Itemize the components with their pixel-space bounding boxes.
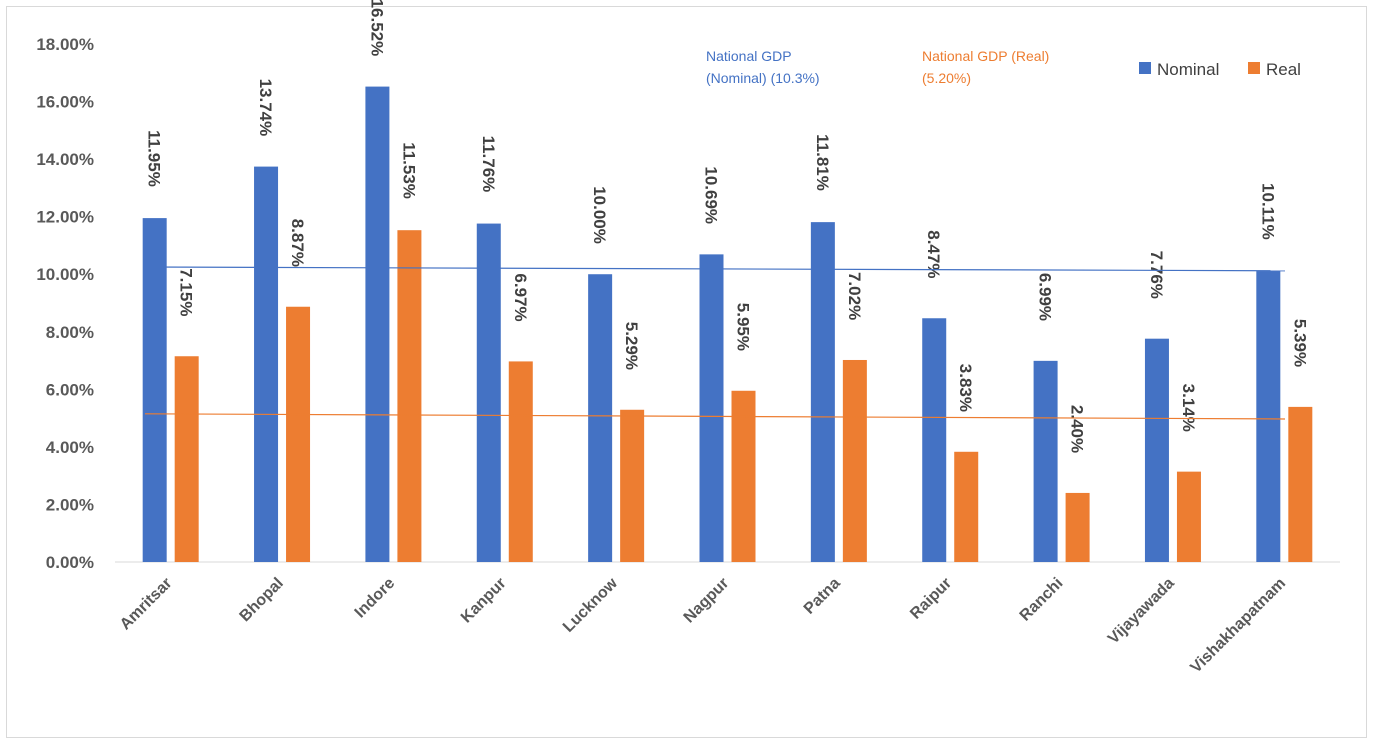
x-tick-label: Indore	[352, 575, 399, 622]
data-label: 11.53%	[399, 142, 418, 199]
bar-real	[286, 306, 311, 562]
data-label: 7.15%	[177, 268, 196, 316]
bar-nominal	[365, 86, 390, 562]
x-tick-label: Amritsar	[117, 575, 176, 634]
data-label: 10.00%	[590, 186, 609, 244]
bar-nominal	[254, 166, 279, 563]
x-tick-label: Vishakhapatnam	[1187, 575, 1289, 677]
legend-swatch-real	[1248, 62, 1260, 74]
x-tick-label: Patna	[801, 575, 844, 618]
data-label: 11.95%	[145, 130, 164, 187]
data-label: 7.76%	[1147, 251, 1166, 299]
bar-real	[1176, 471, 1201, 562]
x-tick-label: Ranchi	[1017, 575, 1067, 625]
legend-label-real: Real	[1266, 60, 1301, 79]
bar-real	[842, 359, 867, 562]
x-tick-label: Lucknow	[560, 574, 621, 635]
legend-label-nominal: Nominal	[1157, 60, 1219, 79]
bar-real	[1065, 492, 1090, 562]
bar-real	[620, 409, 645, 562]
y-tick-label: 6.00%	[46, 380, 94, 399]
data-label: 8.47%	[924, 230, 943, 278]
x-tick-label: Vijayawada	[1105, 575, 1178, 648]
data-label: 16.52%	[367, 0, 386, 56]
bar-real	[508, 361, 533, 562]
data-label: 5.95%	[734, 303, 753, 351]
x-tick-label: Kanpur	[458, 575, 510, 627]
bar-real	[731, 390, 756, 562]
y-tick-label: 4.00%	[46, 438, 94, 457]
bar-nominal	[922, 318, 947, 562]
data-label: 6.97%	[511, 273, 530, 321]
x-tick-label: Nagpur	[681, 575, 733, 627]
data-label: 6.99%	[1036, 273, 1055, 321]
legend-swatch-nominal	[1139, 62, 1151, 74]
y-tick-label: 0.00%	[46, 553, 94, 572]
data-label: 8.87%	[288, 219, 307, 267]
bar-real	[174, 356, 199, 562]
y-tick-label: 10.00%	[36, 265, 94, 284]
bar-real	[397, 230, 422, 563]
data-label: 11.76%	[479, 136, 498, 193]
data-label: 3.83%	[956, 364, 975, 412]
bar-nominal	[142, 218, 167, 562]
y-tick-label: 16.00%	[36, 93, 94, 112]
reference-line	[144, 266, 1286, 272]
reference-line	[144, 413, 1286, 420]
y-tick-label: 18.00%	[36, 35, 94, 54]
y-tick-label: 2.00%	[46, 495, 94, 514]
y-tick-label: 14.00%	[36, 150, 94, 169]
bar-nominal	[476, 223, 501, 562]
data-label: 5.29%	[622, 322, 641, 370]
data-label: 11.81%	[813, 134, 832, 191]
data-label: 10.69%	[702, 166, 721, 224]
bar-nominal	[1144, 338, 1169, 562]
data-label: 7.02%	[845, 272, 864, 320]
bar-nominal	[588, 274, 613, 562]
reference-line-label: National GDP (Real) (5.20%)	[922, 48, 1049, 86]
bar-real	[954, 451, 979, 562]
data-label: 2.40%	[1068, 405, 1087, 453]
chart-frame	[6, 6, 1367, 738]
bar-nominal	[1256, 271, 1281, 562]
y-tick-label: 12.00%	[36, 208, 94, 227]
data-label: 13.74%	[256, 79, 275, 137]
data-label: 10.11%	[1258, 183, 1277, 240]
data-label: 5.39%	[1290, 319, 1309, 367]
bar-nominal	[699, 254, 724, 563]
reference-line-label: National GDP (Nominal) (10.3%)	[706, 48, 820, 86]
x-tick-label: Raipur	[907, 575, 955, 623]
x-tick-label: Bhopal	[237, 575, 287, 625]
bar-nominal	[810, 222, 835, 562]
y-tick-label: 8.00%	[46, 323, 94, 342]
data-label: 3.14%	[1179, 384, 1198, 432]
bar-real	[1288, 406, 1313, 562]
bar-nominal	[1033, 360, 1058, 562]
